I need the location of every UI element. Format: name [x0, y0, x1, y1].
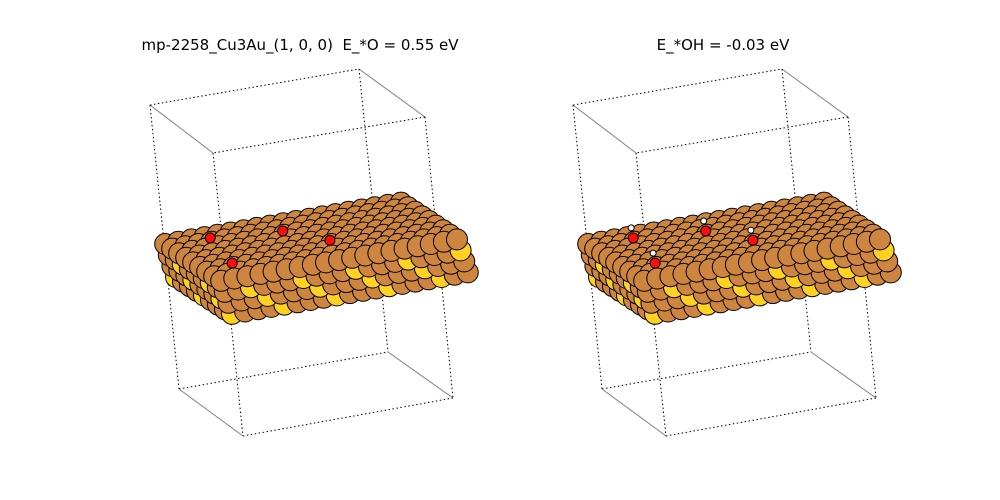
oxygen-atom — [700, 225, 712, 237]
oxygen-atom — [277, 225, 289, 237]
cell-edge — [665, 397, 877, 437]
cell-edge — [781, 68, 812, 353]
slab-view-o-adsorbate — [149, 68, 479, 437]
panel-title-o: mp-2258_Cu3Au_(1, 0, 0) E_*O = 0.55 eV — [141, 36, 459, 54]
cell-edge — [149, 68, 360, 106]
oxygen-atom — [226, 257, 238, 269]
cell-edge — [601, 388, 667, 437]
cell-edge — [635, 116, 849, 154]
cell-edge — [572, 104, 637, 154]
cell-edge — [601, 351, 812, 390]
adsorbate-group — [204, 225, 336, 269]
copper-atom — [446, 228, 468, 251]
cell-edge — [178, 388, 244, 437]
cell-edge — [572, 68, 783, 106]
hydrogen-atom — [627, 224, 635, 232]
cell-edge — [149, 104, 214, 154]
atom-slab — [154, 191, 479, 325]
cell-edge — [212, 116, 426, 154]
cell-edge — [358, 68, 426, 118]
adsorbate-group — [627, 217, 759, 269]
oxygen-atom — [627, 232, 639, 244]
hydrogen-atom — [747, 226, 755, 234]
oxygen-atom — [324, 234, 336, 246]
panel-title-oh: E_*OH = -0.03 eV — [656, 36, 790, 54]
atom-slab — [577, 191, 902, 325]
cell-edge — [387, 351, 454, 399]
oxygen-atom — [649, 257, 661, 269]
cell-edge — [358, 68, 389, 353]
cell-edge — [178, 351, 389, 390]
cell-edge — [635, 152, 667, 437]
hydrogen-atom — [700, 217, 708, 225]
oxygen-atom — [747, 234, 759, 246]
hydrogen-atom — [649, 249, 657, 257]
oxygen-atom — [204, 232, 216, 244]
cell-edge — [212, 152, 244, 437]
copper-atom — [869, 228, 891, 251]
cell-edge — [242, 397, 454, 437]
cell-edge — [781, 68, 849, 118]
cell-edge — [810, 351, 877, 399]
slab-view-oh-adsorbate — [572, 68, 902, 437]
